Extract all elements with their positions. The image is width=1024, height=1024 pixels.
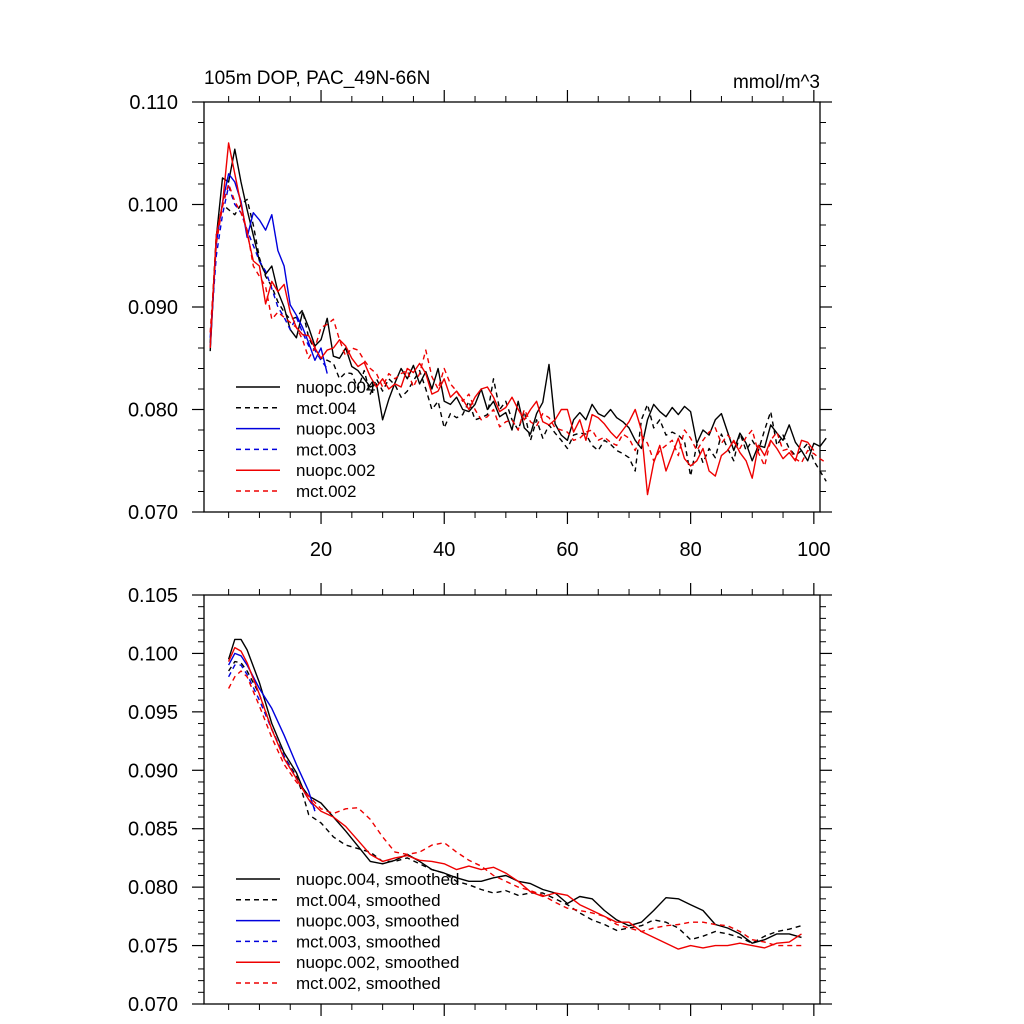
y-tick-label: 0.080	[128, 400, 178, 422]
series-line-mct-002	[209, 183, 827, 467]
legend-label: mct.003	[296, 440, 356, 459]
y-tick-label: 0.085	[128, 819, 178, 841]
units-label: mmol/m^3	[733, 72, 820, 93]
legend-label: mct.004	[296, 399, 356, 418]
legend-label: nuopc.004, smoothed	[296, 870, 460, 889]
plot-frame	[203, 594, 821, 1005]
x-tick-label: 80	[680, 539, 702, 561]
legend-label: nuopc.003	[296, 420, 375, 439]
series-line-nuopc-003-smoothed	[227, 652, 316, 812]
legend-label: nuopc.002	[296, 461, 375, 480]
series-line-nuopc-002	[209, 142, 815, 496]
legend-label: mct.004, smoothed	[296, 891, 441, 910]
legend-label: mct.003, smoothed	[296, 932, 441, 951]
series-line-mct-004-smoothed	[228, 660, 802, 944]
series-line-nuopc-003	[209, 173, 328, 374]
legend-label: nuopc.002, smoothed	[296, 953, 460, 972]
raw-chart-panel: 20 40 60 80 100 0.070 0.080 0.090 0.100 0.110 nuop…	[128, 90, 832, 561]
series-line-nuopc-004	[209, 148, 827, 462]
y-tick-label: 0.070	[128, 502, 178, 524]
y-tick-label: 0.090	[128, 297, 178, 319]
legend-label: mct.002, smoothed	[296, 974, 441, 993]
x-tick-label: 60	[556, 539, 578, 561]
y-tick-label: 0.105	[128, 585, 178, 607]
y-tick-label: 0.090	[128, 760, 178, 782]
x-tick-label: 100	[797, 539, 830, 561]
series-line-mct-003	[209, 185, 328, 369]
y-tick-label: 0.100	[128, 195, 178, 217]
series-line-mct-004	[209, 198, 827, 482]
y-tick-label: 0.100	[128, 643, 178, 665]
y-tick-label: 0.070	[128, 994, 178, 1016]
chart-title: 105m DOP, PAC_49N-66N	[204, 68, 430, 89]
x-tick-label: 20	[310, 539, 332, 561]
x-tick-label: 40	[433, 539, 455, 561]
y-tick-label: 0.095	[128, 702, 178, 724]
series-line-nuopc-002-smoothed	[227, 646, 802, 950]
legend-label: nuopc.003, smoothed	[296, 912, 460, 931]
y-tick-label: 0.080	[128, 877, 178, 899]
smoothed-chart-panel: 0.070 0.075 0.080 0.085 0.090 0.095 0.100 0.105…	[128, 583, 832, 1016]
y-tick-label: 0.075	[128, 936, 178, 958]
y-tick-label: 0.110	[129, 92, 178, 114]
legend-label: nuopc.004	[296, 378, 375, 397]
series-line-mct-002-smoothed	[227, 670, 802, 947]
legend-label: mct.002	[296, 482, 356, 501]
